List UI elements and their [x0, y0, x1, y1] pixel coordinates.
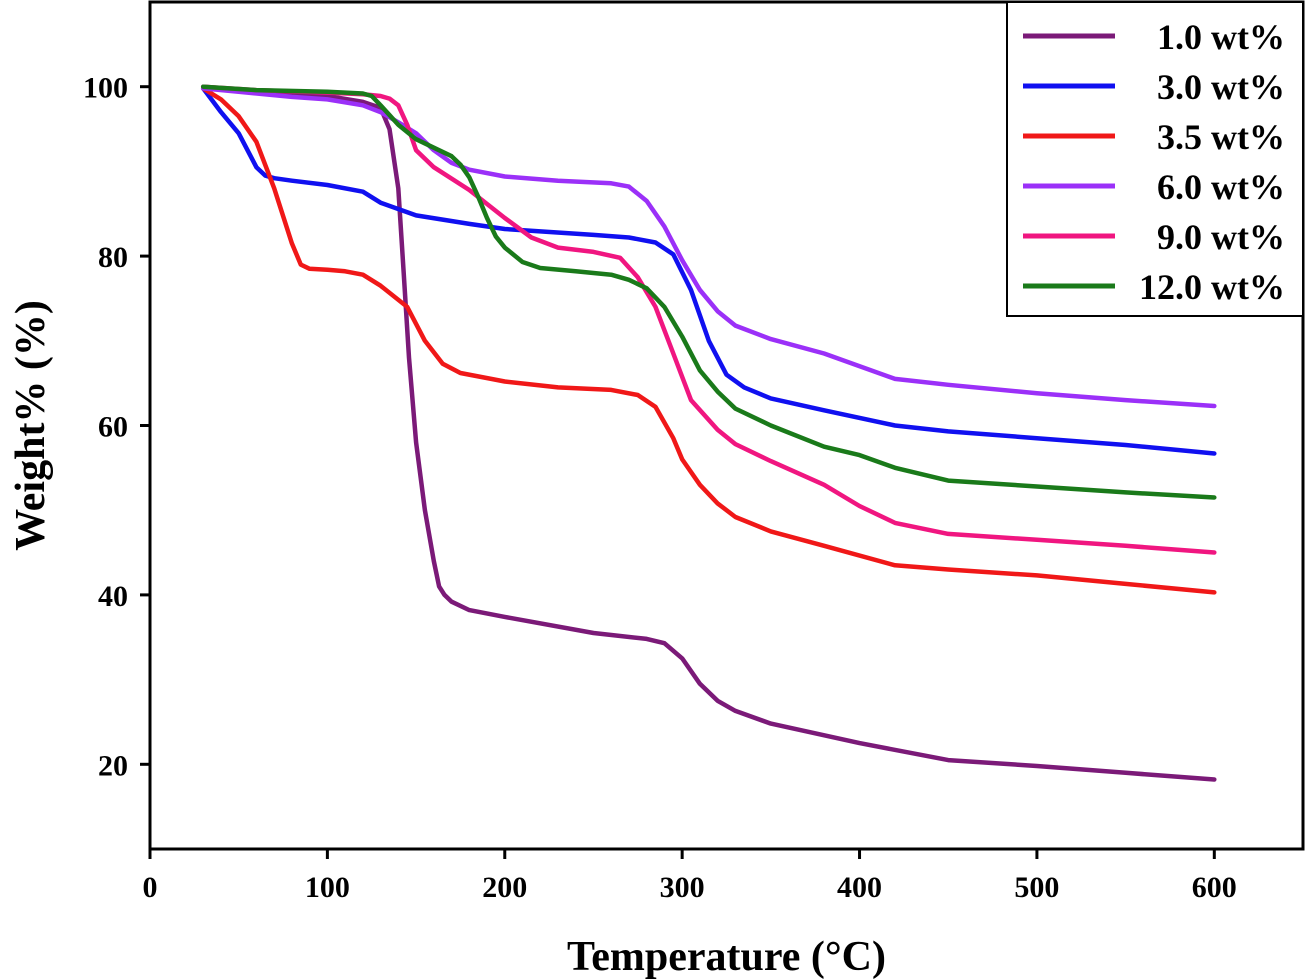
series-line-6 [200, 84, 1217, 500]
series-line-4 [200, 86, 1217, 409]
x-tick-label-300: 300 [660, 871, 705, 904]
legend-label-5: 9.0 wt% [1157, 217, 1285, 257]
legend-label-3: 3.5 wt% [1157, 117, 1285, 157]
x-tick-label-100: 100 [305, 871, 350, 904]
x-axis-title: Temperature (°C) [567, 934, 886, 980]
legend-label-4: 6.0 wt% [1157, 167, 1285, 207]
legend-label-6: 12.0 wt% [1139, 267, 1285, 307]
series-line-3 [200, 86, 1217, 595]
y-tick-label-80: 80 [98, 241, 128, 274]
series-layer [200, 84, 1217, 782]
x-tick-label-500: 500 [1014, 871, 1059, 904]
series-line-1 [200, 84, 1217, 782]
x-tick-label-0: 0 [143, 871, 158, 904]
legend-label-1: 1.0 wt% [1157, 17, 1285, 57]
legend-box [1006, 1, 1304, 317]
ticks-layer: 0 100 200 300 400 500 600 20 40 60 80 100 [83, 72, 1237, 904]
y-axis-title: Weight% (%) [8, 300, 54, 551]
x-tick-label-600: 600 [1192, 871, 1237, 904]
legend-label-2: 3.0 wt% [1157, 67, 1285, 107]
y-tick-label-20: 20 [98, 749, 128, 782]
x-tick-label-400: 400 [837, 871, 882, 904]
y-tick-label-60: 60 [98, 411, 128, 444]
y-tick-label-40: 40 [98, 580, 128, 613]
series-line-5 [200, 84, 1217, 555]
y-tick-label-100: 100 [83, 72, 128, 105]
legend: 1.0 wt% 3.0 wt% 3.5 wt% 6.0 wt% 9.0 wt% 12.0 … [1006, 1, 1304, 317]
x-tick-label-200: 200 [482, 871, 527, 904]
